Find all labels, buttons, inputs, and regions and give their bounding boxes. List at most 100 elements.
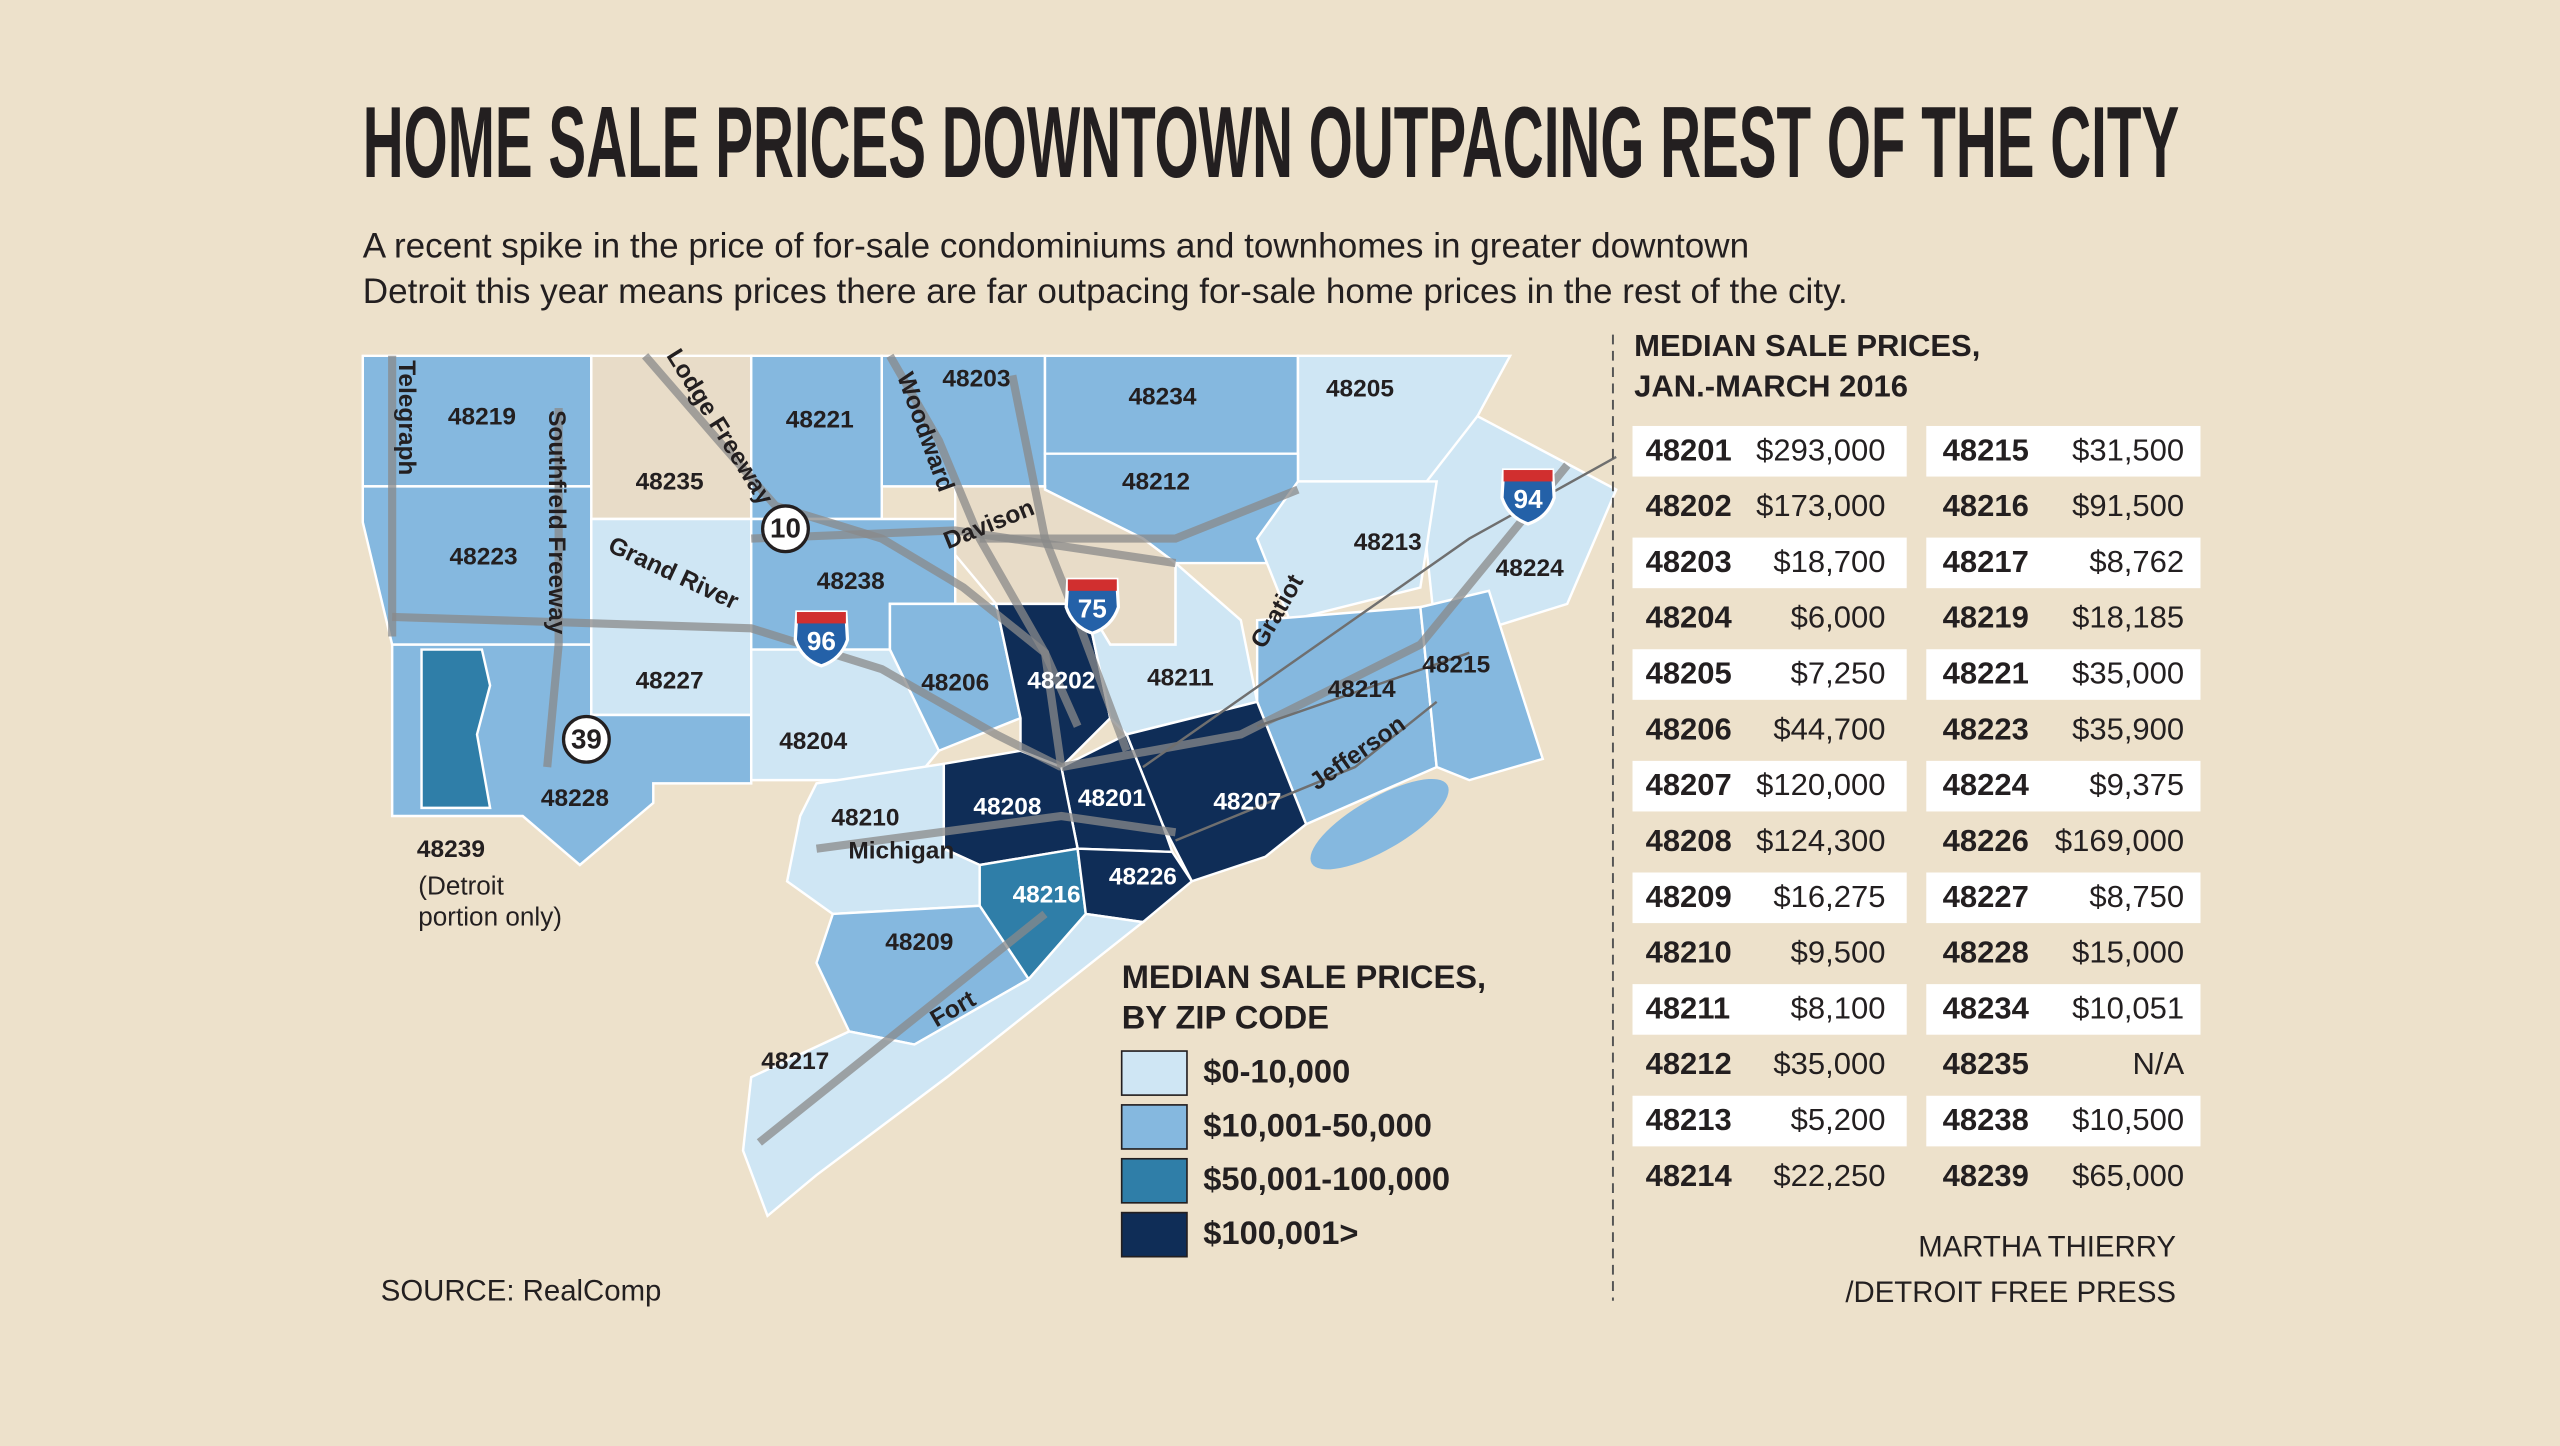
shield-number: 94 <box>1514 484 1544 514</box>
zip-label: 48217 <box>761 1048 829 1075</box>
zip-label: 48219 <box>448 403 516 430</box>
row-band <box>1926 537 2201 589</box>
zip-code: 48215 <box>1943 432 2029 467</box>
credit: /DETROIT FREE PRESS <box>1845 1276 2176 1309</box>
zip-label: 48205 <box>1326 376 1394 403</box>
zip-code: 48214 <box>1646 1158 1733 1193</box>
zip-label: 48201 <box>1078 785 1146 812</box>
price: $35,900 <box>2072 711 2184 746</box>
zip-label: 48221 <box>786 407 854 434</box>
legend-swatch <box>1120 1211 1188 1258</box>
row-band <box>1632 649 1907 700</box>
zip-label: 48227 <box>636 668 704 695</box>
row-band <box>1926 984 2201 1035</box>
price: $91,500 <box>2072 488 2184 523</box>
price: N/A <box>2132 1046 2184 1081</box>
zip-label: 48226 <box>1109 864 1177 891</box>
zip-code: 48235 <box>1943 1046 2029 1081</box>
row-band <box>1926 872 2201 924</box>
price: $169,000 <box>2055 823 2184 858</box>
road-label: Telegraph <box>393 360 420 475</box>
zone <box>420 648 492 810</box>
shield-top <box>1503 470 1553 482</box>
subtitle: A recent spike in the price of for-sale … <box>363 226 1749 265</box>
legend-swatch <box>1120 1104 1188 1150</box>
shields: 10 39 96 75 94 <box>561 468 1556 764</box>
zip-code: 48201 <box>1646 432 1732 467</box>
row-band <box>1926 649 2201 700</box>
zip-code: 48211 <box>1646 990 1730 1025</box>
price: $8,100 <box>1791 990 1886 1025</box>
shield-number: 96 <box>807 626 836 656</box>
legend-swatch <box>1120 1050 1188 1096</box>
price-table: MEDIAN SALE PRICES, JAN.-MARCH 2016 4820… <box>1632 328 2201 1193</box>
price: $120,000 <box>1756 767 1885 802</box>
zip-code: 48239 <box>1943 1158 2029 1193</box>
row-band <box>1632 872 1907 924</box>
zip-label: 48210 <box>831 805 899 832</box>
zip-code: 48228 <box>1943 935 2029 970</box>
zip-code: 48238 <box>1943 1102 2029 1137</box>
zip-code: 48205 <box>1646 656 1732 691</box>
zip-label: 48203 <box>942 366 1010 393</box>
zip-code: 48208 <box>1646 823 1732 858</box>
zip-note: portion only) <box>418 902 562 932</box>
row-band <box>1632 425 1907 477</box>
price: $35,000 <box>1773 1046 1885 1081</box>
legend: MEDIAN SALE PRICES, BY ZIP CODE $0-10,00… <box>1120 958 1486 1258</box>
credit: MARTHA THIERRY <box>1918 1230 2176 1263</box>
zip-label: 48213 <box>1354 529 1422 556</box>
legend-label: $50,001-100,000 <box>1203 1160 1450 1197</box>
zip-code: 48210 <box>1646 935 1732 970</box>
zip-code: 48224 <box>1943 767 2030 802</box>
subtitle: Detroit this year means prices there are… <box>363 272 1848 311</box>
road-label: Michigan <box>848 837 954 864</box>
zip-label: 48238 <box>817 568 885 595</box>
road-label: Southfield Freeway <box>543 410 570 635</box>
row-band <box>1632 760 1907 812</box>
price: $5,200 <box>1791 1102 1886 1137</box>
price: $18,700 <box>1773 544 1885 579</box>
zip-code: 48216 <box>1943 488 2029 523</box>
zip-code: 48207 <box>1646 767 1732 802</box>
row-band <box>1632 984 1907 1035</box>
zip-label: 48207 <box>1213 788 1281 815</box>
zip-code: 48223 <box>1943 711 2029 746</box>
zip-note: (Detroit <box>418 871 504 901</box>
shield <box>1064 577 1121 635</box>
zip-label: 48206 <box>921 669 989 696</box>
shield <box>761 504 810 554</box>
shield-number: 75 <box>1078 593 1107 623</box>
row-band <box>1632 1095 1907 1147</box>
zip-label: 48234 <box>1128 384 1196 411</box>
zip-code: 48204 <box>1646 600 1733 635</box>
zip-label: 48211 <box>1147 664 1214 691</box>
island <box>1310 778 1449 870</box>
zip-label: 48204 <box>779 728 847 755</box>
zip-label: 48212 <box>1122 469 1190 496</box>
zip-code: 48234 <box>1943 990 2030 1025</box>
table-title: JAN.-MARCH 2016 <box>1634 369 1908 404</box>
shield-top <box>796 612 846 624</box>
price: $16,275 <box>1773 879 1885 914</box>
zip-code: 48212 <box>1646 1046 1732 1081</box>
zip-code: 48213 <box>1646 1102 1732 1137</box>
legend-label: $0-10,000 <box>1203 1053 1350 1090</box>
price: $18,185 <box>2072 600 2184 635</box>
price: $173,000 <box>1756 488 1885 523</box>
shield <box>793 610 850 668</box>
price: $9,500 <box>1791 935 1886 970</box>
price: $10,051 <box>2072 990 2184 1025</box>
zone <box>741 912 1146 1218</box>
legend-title: BY ZIP CODE <box>1122 999 1329 1036</box>
price: $6,000 <box>1791 600 1886 635</box>
zip-label: 48224 <box>1496 555 1564 582</box>
zone <box>1076 847 1194 924</box>
zip-code: 48226 <box>1943 823 2029 858</box>
source: SOURCE: RealComp <box>381 1274 662 1307</box>
zip-label: 48202 <box>1027 668 1095 695</box>
table-title: MEDIAN SALE PRICES, <box>1634 328 1980 363</box>
price: $9,375 <box>2089 767 2184 802</box>
